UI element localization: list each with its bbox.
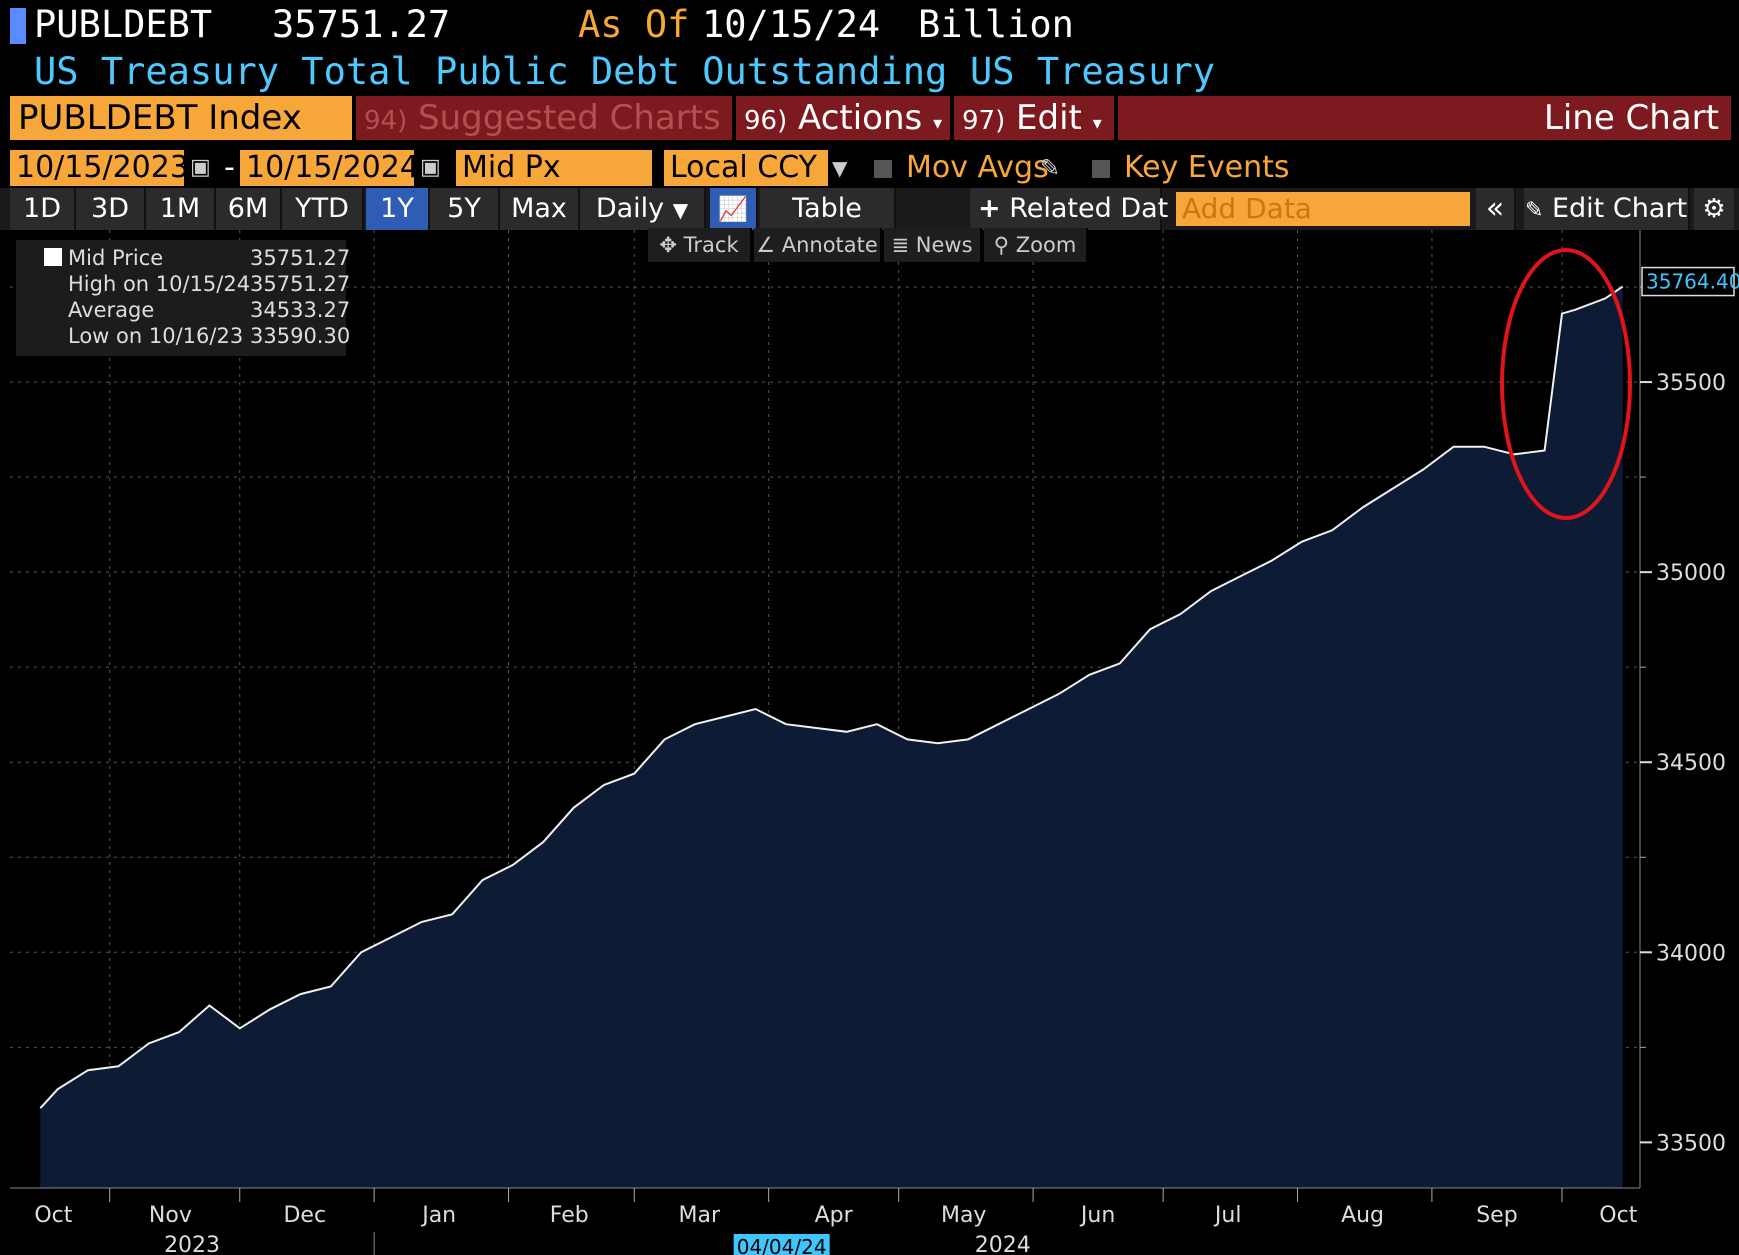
x-year-label: 2023 (164, 1233, 220, 1255)
line-chart-icon[interactable]: 📈 (710, 188, 758, 230)
x-month-label: Nov (149, 1203, 192, 1228)
legend-label: Average (68, 298, 155, 322)
chevron-down-icon[interactable]: ▼ (832, 156, 848, 180)
actions-menu[interactable]: 96) Actions ▾ (736, 96, 950, 140)
edit-chart-button[interactable]: ✎ Edit Chart (1524, 188, 1690, 230)
y-tick-label: 33500 (1656, 1131, 1726, 1156)
news-button[interactable]: ≣ News (884, 228, 982, 262)
legend-value: 34533.27 (250, 298, 351, 322)
pencil-icon[interactable]: ✎ (1040, 154, 1061, 182)
header-marker (10, 8, 26, 44)
related-data-button[interactable]: + Related Dat (970, 188, 1168, 230)
series-swatch (44, 248, 62, 266)
header-line-2: US Treasury Total Public Debt Outstandin… (0, 48, 1739, 96)
toolbar-primary: PUBLDEBT Index 94) Suggested Charts ▾ 96… (0, 96, 1739, 140)
period-max-button[interactable]: Max (500, 188, 580, 230)
source: US Treasury (970, 50, 1216, 93)
frequency-select[interactable]: Daily ▼ (580, 188, 706, 230)
legend-label: Mid Price (68, 246, 164, 270)
unit-label: Billion (918, 3, 1074, 46)
period-3d-button[interactable]: 3D (76, 188, 146, 230)
price-field-select[interactable]: Mid Px (456, 150, 652, 186)
legend-value: 35751.27 (250, 246, 351, 270)
x-month-label: Dec (283, 1203, 326, 1228)
table-button[interactable]: Table (760, 188, 896, 230)
y-tick-label: 35000 (1656, 561, 1726, 586)
edit-menu[interactable]: 97) Edit ▾ (954, 96, 1114, 140)
legend-label: High on 10/15/24 (68, 272, 251, 296)
period-ytd-button[interactable]: YTD (282, 188, 364, 230)
add-data-input[interactable]: Add Data (1176, 192, 1470, 226)
cursor-date-box (733, 1234, 830, 1255)
y-tick-label: 34000 (1656, 941, 1726, 966)
ticker: PUBLDEBT (34, 3, 213, 46)
calendar-icon[interactable]: ▣ (190, 155, 211, 180)
suggested-charts-menu[interactable]: 94) Suggested Charts ▾ (356, 96, 732, 140)
collapse-icon[interactable]: « (1476, 188, 1516, 230)
security-field[interactable]: PUBLDEBT Index (10, 96, 352, 140)
start-date-field[interactable]: 10/15/2023 (10, 150, 184, 186)
mov-avgs-checkbox[interactable] (874, 160, 892, 178)
period-6m-button[interactable]: 6M (216, 188, 282, 230)
currency-select[interactable]: Local CCY (664, 150, 828, 186)
key-events-checkbox[interactable] (1092, 160, 1110, 178)
toolbar-controls: 10/15/2023 ▣ - 10/15/2024 ▣ Mid Px Local… (0, 148, 1739, 190)
series-area (40, 286, 1623, 1189)
key-events-label: Key Events (1124, 150, 1290, 185)
description: US Treasury Total Public Debt Outstandin… (34, 50, 948, 93)
chart-tools: ✥ Track ∠ Annotate ≣ News ⚲ Zoom (0, 228, 1739, 262)
x-month-label: Jan (420, 1203, 456, 1228)
end-date-field[interactable]: 10/15/2024 (240, 150, 414, 186)
last-value-box (1641, 266, 1735, 297)
x-month-label: Sep (1476, 1203, 1517, 1228)
x-month-label: Mar (679, 1203, 721, 1228)
period-1y-button[interactable]: 1Y (366, 188, 430, 230)
period-5y-button[interactable]: 5Y (430, 188, 500, 230)
annotate-button[interactable]: ∠ Annotate (754, 228, 882, 262)
x-month-label: Feb (550, 1203, 589, 1228)
x-month-label: Oct (34, 1203, 72, 1228)
period-1d-button[interactable]: 1D (10, 188, 76, 230)
x-month-label: Jul (1213, 1203, 1242, 1228)
series-line (39, 285, 1624, 1109)
toolbar-periods: 1D 3D 1M 6M YTD 1Y 5Y Max Daily ▼ 📈 Tabl… (0, 188, 1739, 230)
as-of-date: 10/15/24 (702, 3, 881, 46)
as-of-label: As Of (578, 3, 690, 46)
period-1m-button[interactable]: 1M (146, 188, 216, 230)
track-button[interactable]: ✥ Track (648, 228, 752, 262)
legend-panel: Mid Price 35751.27 High on 10/15/24 3575… (16, 240, 350, 356)
calendar-icon[interactable]: ▣ (420, 155, 441, 180)
x-month-label: Aug (1341, 1203, 1384, 1228)
x-year-label: 2024 (975, 1233, 1031, 1255)
y-tick-label: 34500 (1656, 751, 1726, 776)
chart-type-label[interactable]: Line Chart (1118, 96, 1731, 140)
highlight-ellipse (1500, 248, 1632, 520)
x-month-label: Apr (815, 1203, 854, 1228)
legend-value: 33590.30 (250, 324, 351, 348)
x-month-label: May (941, 1203, 986, 1228)
x-month-label: Oct (1599, 1203, 1637, 1228)
legend-label: Low on 10/16/23 (68, 324, 244, 348)
last-value: 35751.27 (272, 3, 451, 46)
last-value-label: 35764.40 (1646, 270, 1739, 294)
x-month-label: Jun (1079, 1203, 1115, 1228)
date-separator: - (224, 150, 235, 185)
mov-avgs-label: Mov Avgs (906, 150, 1049, 185)
header-line-1: PUBLDEBT 35751.27 As Of 10/15/24 Billion (0, 0, 1739, 50)
gear-icon[interactable]: ⚙ (1694, 188, 1734, 230)
zoom-button[interactable]: ⚲ Zoom (984, 228, 1088, 262)
legend-value: 35751.27 (250, 272, 351, 296)
y-tick-label: 35500 (1656, 371, 1726, 396)
cursor-date-label: 04/04/24 (737, 1235, 827, 1255)
